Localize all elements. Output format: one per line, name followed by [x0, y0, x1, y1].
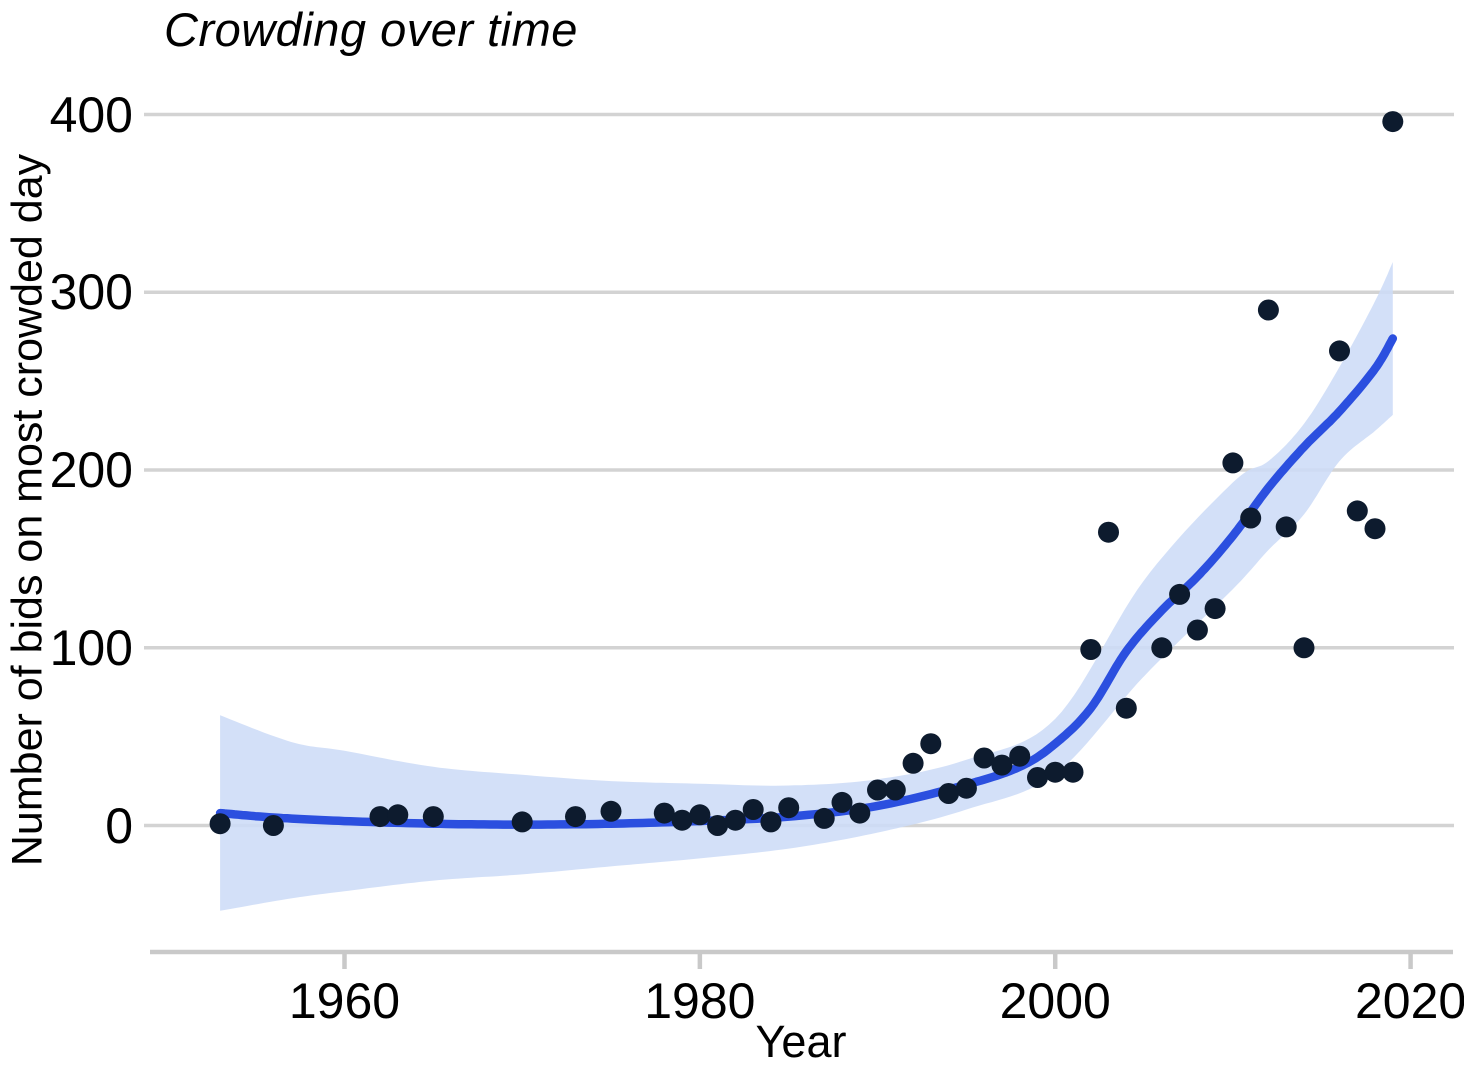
data-point-1953	[209, 813, 231, 835]
data-point-1982	[724, 809, 746, 831]
data-point-1996	[973, 747, 995, 769]
data-point-1991	[884, 779, 906, 801]
data-point-1993	[920, 733, 942, 755]
data-point-1990	[867, 779, 888, 801]
data-point-1998	[1009, 745, 1031, 767]
data-point-1970	[511, 811, 533, 833]
data-point-2000	[1044, 761, 1066, 783]
data-point-1994	[938, 783, 960, 804]
data-point-2011	[1240, 507, 1262, 529]
data-point-1973	[565, 806, 586, 828]
data-point-2007	[1169, 583, 1191, 605]
data-point-2014	[1293, 637, 1315, 659]
data-point-2008	[1186, 619, 1208, 641]
data-point-2009	[1204, 598, 1226, 620]
trend-line	[215, 334, 1398, 829]
x-tick-label-1980: 1980	[644, 973, 756, 1029]
data-point-1956	[262, 815, 284, 836]
chart-title: Crowding over time	[164, 3, 578, 56]
data-point-1984	[760, 811, 782, 833]
x-tick-label-2000: 2000	[999, 973, 1111, 1029]
data-point-1978	[653, 802, 675, 824]
y-tick-label-200: 200	[49, 442, 133, 498]
data-point-1985	[778, 797, 800, 819]
data-point-1979	[671, 809, 693, 831]
data-point-2019	[1382, 111, 1404, 133]
x-tick-label-1960: 1960	[288, 973, 401, 1029]
data-point-1989	[849, 802, 871, 824]
data-point-1995	[955, 777, 977, 799]
y-axis-title: Number of bids on most crowded day	[3, 153, 52, 867]
data-point-2010	[1222, 452, 1244, 474]
data-point-1981	[707, 815, 729, 836]
y-tick-label-400: 400	[49, 86, 133, 143]
data-point-1992	[902, 752, 924, 774]
data-point-2002	[1080, 639, 1102, 660]
y-tick-label-100: 100	[49, 619, 133, 676]
data-point-2017	[1346, 500, 1368, 522]
data-point-1999	[1027, 767, 1048, 788]
data-point-1983	[742, 799, 764, 820]
y-tick-label-300: 300	[49, 264, 133, 321]
data-point-2012	[1257, 299, 1279, 321]
data-point-2001	[1062, 761, 1084, 783]
data-point-1975	[600, 800, 622, 822]
data-point-2016	[1329, 340, 1350, 362]
x-tick-label-2020: 2020	[1354, 973, 1464, 1029]
data-point-2003	[1098, 521, 1119, 543]
data-point-2013	[1275, 516, 1297, 538]
data-point-1997	[991, 754, 1013, 776]
data-point-2006	[1151, 637, 1173, 659]
x-axis-title: Year	[755, 1016, 847, 1067]
data-point-2004	[1115, 697, 1137, 719]
data-point-1987	[813, 807, 835, 829]
data-point-1980	[689, 804, 711, 826]
data-point-2018	[1364, 518, 1386, 540]
y-tick-label-0: 0	[105, 797, 133, 854]
data-point-1988	[831, 791, 853, 813]
data-point-1962	[369, 806, 391, 828]
data-point-1963	[387, 804, 409, 826]
data-point-1965	[422, 806, 444, 828]
confidence-band	[220, 262, 1393, 911]
